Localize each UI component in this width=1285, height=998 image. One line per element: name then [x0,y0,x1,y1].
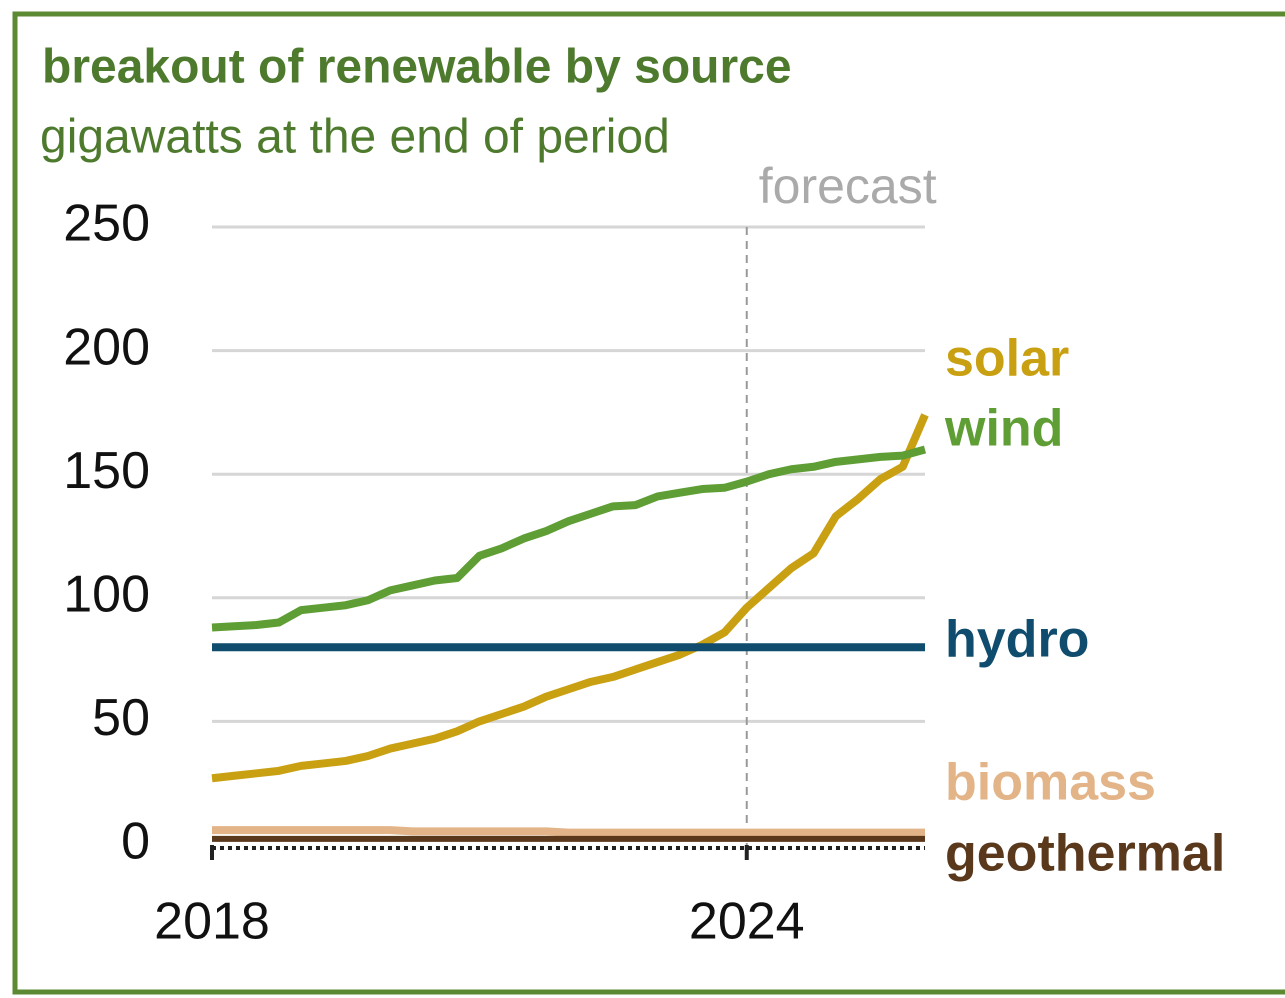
y-tick-label: 100 [63,566,150,624]
legend-label: biomass [945,754,1156,812]
legend-label: solar [945,330,1069,388]
y-tick-label: 50 [92,689,150,747]
series-line [211,413,929,783]
y-tick-label: 0 [121,813,150,871]
frame [12,11,1285,995]
y-tick-label: 250 [63,195,150,253]
y-tick-label: 150 [63,442,150,500]
legend-label: wind [944,400,1063,458]
x-tick-label: 2024 [689,893,805,951]
x-tick-label: 2018 [154,893,270,951]
chart-subtitle: gigawatts at the end of period [40,111,670,164]
series-line [212,826,925,837]
chart-title: breakout of renewable by source [42,41,792,94]
y-tick-label: 200 [63,318,150,376]
legend-label: hydro [945,611,1089,669]
series-line [211,445,927,632]
forecast-label: forecast [759,158,937,214]
legend-label: geothermal [945,825,1225,883]
